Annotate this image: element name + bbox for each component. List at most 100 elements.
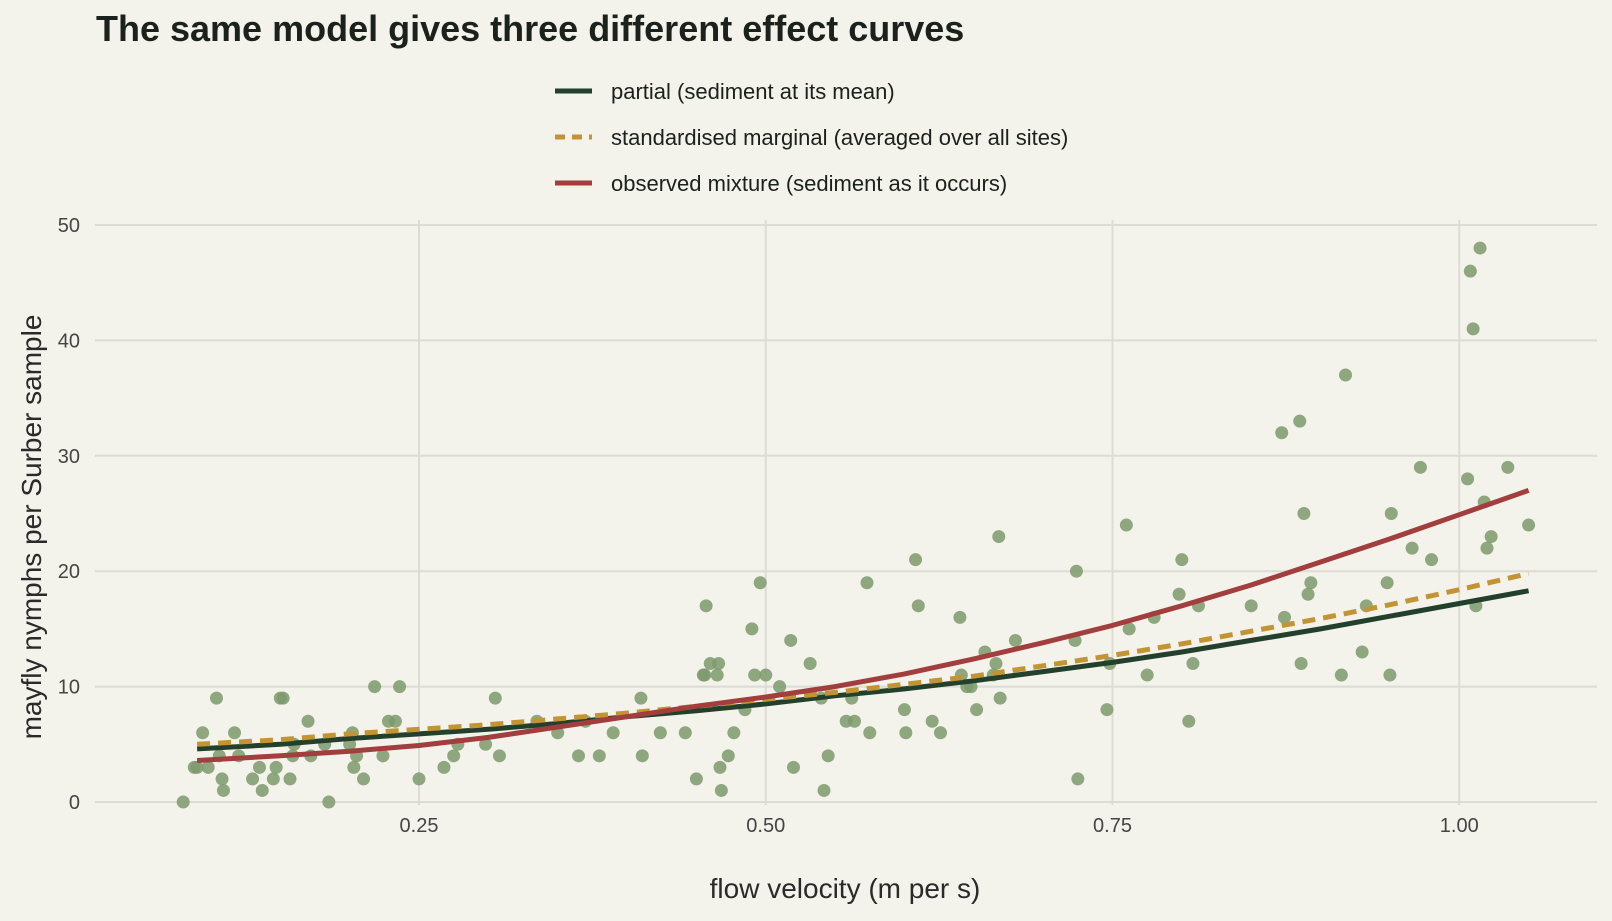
data-point	[786, 760, 800, 774]
data-point	[1277, 610, 1291, 624]
data-point	[1522, 518, 1536, 532]
data-point	[713, 760, 727, 774]
data-point	[488, 691, 502, 705]
data-point	[255, 783, 269, 797]
data-point	[252, 760, 266, 774]
data-point	[301, 714, 315, 728]
data-point	[698, 668, 712, 682]
legend: partial (sediment at its mean) standardis…	[555, 79, 1068, 196]
data-point	[1293, 414, 1307, 428]
data-point	[1501, 460, 1515, 474]
y-tick-label: 10	[58, 677, 80, 699]
data-point	[992, 530, 1006, 544]
data-point	[1069, 564, 1083, 578]
data-point	[1119, 518, 1133, 532]
data-point	[1405, 541, 1419, 555]
y-tick-label: 20	[58, 561, 80, 583]
data-point	[388, 714, 402, 728]
data-point	[1384, 507, 1398, 520]
data-point	[347, 760, 361, 774]
chart-title: The same model gives three different eff…	[96, 8, 965, 49]
y-tick-label: 40	[58, 330, 80, 352]
data-point	[909, 553, 923, 567]
data-point	[176, 795, 190, 809]
data-point	[376, 749, 390, 763]
data-point	[492, 749, 506, 763]
data-point	[678, 726, 692, 740]
y-tick-label: 0	[69, 792, 80, 814]
data-point	[412, 772, 426, 786]
data-point	[1484, 530, 1498, 544]
data-point	[710, 668, 724, 682]
data-point	[1294, 657, 1308, 671]
axis-tick-labels: 0 10 20 30 40 50 0.25 0.50 0.75 1.00	[58, 215, 1479, 837]
data-point	[863, 726, 877, 740]
data-point	[803, 657, 817, 671]
data-point	[1275, 426, 1289, 440]
data-point	[1383, 668, 1397, 682]
data-point	[689, 772, 703, 786]
data-point	[190, 760, 204, 774]
data-point	[699, 599, 713, 613]
data-point	[934, 726, 948, 740]
data-point	[1473, 241, 1487, 255]
y-tick-label: 30	[58, 446, 80, 468]
data-point	[266, 772, 280, 786]
x-tick-label: 0.75	[1093, 815, 1132, 837]
data-point	[745, 622, 759, 636]
data-point	[437, 760, 451, 774]
data-point	[368, 680, 382, 694]
data-point	[899, 726, 913, 740]
data-point	[953, 610, 967, 624]
data-point	[1339, 368, 1353, 382]
data-point	[1122, 622, 1136, 636]
data-point	[712, 657, 726, 671]
data-point	[215, 772, 229, 786]
data-point	[201, 760, 215, 774]
data-point	[817, 783, 831, 797]
data-point	[357, 772, 371, 786]
data-point	[721, 749, 735, 763]
legend-label: observed mixture (sediment as it occurs)	[611, 171, 1007, 196]
data-point	[196, 726, 210, 740]
data-point	[1172, 587, 1186, 601]
data-point	[1466, 322, 1480, 336]
data-point	[1008, 633, 1022, 647]
data-point	[1463, 264, 1477, 278]
legend-label: partial (sediment at its mean)	[611, 79, 895, 104]
data-point	[860, 576, 874, 590]
data-point	[748, 668, 762, 682]
data-point	[634, 691, 648, 705]
y-axis-title: mayfly nymphs per Surber sample	[16, 315, 47, 740]
data-point	[393, 680, 407, 694]
y-tick-label: 50	[58, 215, 80, 237]
data-point	[635, 749, 649, 763]
data-point	[209, 691, 223, 705]
data-point	[246, 772, 260, 786]
data-point	[276, 691, 290, 705]
legend-label: standardised marginal (averaged over all…	[611, 125, 1068, 150]
data-point	[1182, 714, 1196, 728]
data-point	[1244, 599, 1258, 613]
data-point	[1380, 576, 1394, 590]
data-point	[1297, 507, 1311, 520]
data-point	[1334, 668, 1348, 682]
data-point	[911, 599, 925, 613]
data-point	[216, 783, 230, 797]
data-point	[784, 633, 798, 647]
data-point	[821, 749, 835, 763]
series-line-3	[196, 488, 1530, 763]
data-point	[283, 772, 297, 786]
series-line-1	[196, 588, 1530, 752]
data-point	[1355, 645, 1369, 659]
x-tick-label: 1.00	[1440, 815, 1479, 837]
data-point	[989, 657, 1003, 671]
x-axis-title: flow velocity (m per s)	[710, 873, 981, 904]
data-point	[1304, 576, 1318, 590]
data-point	[1175, 553, 1189, 567]
data-point	[653, 726, 667, 740]
effect-curves	[196, 488, 1530, 763]
data-point	[753, 576, 767, 590]
data-point	[1100, 703, 1114, 717]
